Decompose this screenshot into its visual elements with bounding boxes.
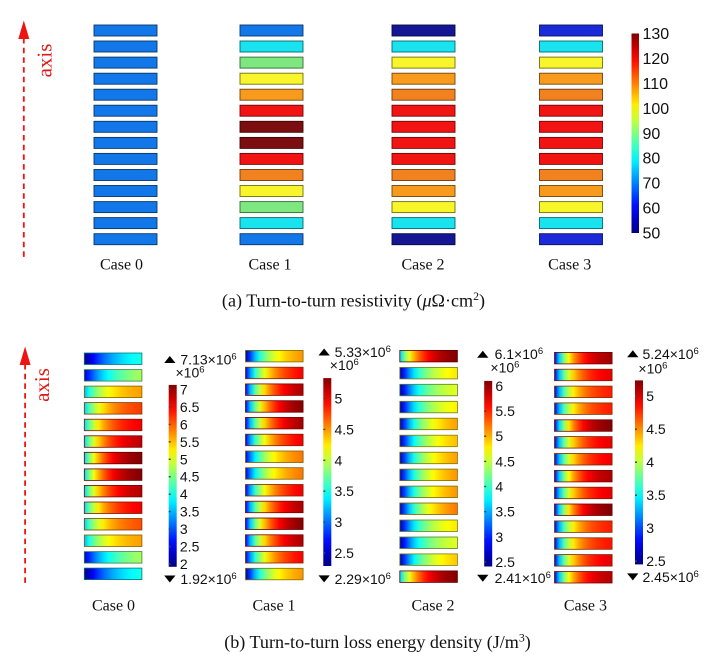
svg-text:110: 110 — [643, 76, 669, 93]
svg-text:4: 4 — [495, 479, 503, 495]
svg-text:×106: ×106 — [176, 364, 205, 380]
svg-text:5: 5 — [495, 428, 503, 444]
svg-text:50: 50 — [643, 226, 661, 243]
svg-text:3.5: 3.5 — [495, 504, 515, 520]
svg-text:3: 3 — [646, 520, 654, 536]
svg-text:Case 2: Case 2 — [401, 257, 444, 274]
svg-text:3: 3 — [495, 529, 503, 545]
svg-text:×106: ×106 — [330, 357, 359, 373]
svg-text:2.5: 2.5 — [180, 539, 200, 555]
svg-text:Case 0: Case 0 — [100, 257, 143, 274]
svg-text:4.5: 4.5 — [335, 421, 355, 437]
svg-text:60: 60 — [643, 201, 661, 218]
svg-text:100: 100 — [643, 101, 670, 118]
svg-text:3.5: 3.5 — [180, 504, 200, 520]
svg-text:(a) Turn-to-turn resistivity (: (a) Turn-to-turn resistivity (μΩ·cm2) — [222, 289, 485, 312]
svg-text:4.5: 4.5 — [495, 453, 515, 469]
svg-text:2.41×106: 2.41×106 — [495, 570, 551, 586]
svg-text:×106: ×106 — [638, 361, 667, 377]
svg-text:axis: axis — [30, 368, 54, 402]
svg-text:3: 3 — [335, 514, 343, 530]
svg-text:2.5: 2.5 — [495, 554, 515, 570]
svg-text:5.5: 5.5 — [180, 434, 200, 450]
svg-text:7: 7 — [180, 381, 188, 397]
svg-text:7.13×106: 7.13×106 — [180, 352, 236, 368]
svg-text:130: 130 — [643, 26, 670, 43]
svg-text:5.24×106: 5.24×106 — [643, 346, 699, 362]
svg-text:90: 90 — [643, 126, 661, 143]
svg-text:Case 3: Case 3 — [548, 257, 591, 274]
svg-text:3: 3 — [180, 521, 188, 537]
svg-text:2.29×106: 2.29×106 — [335, 571, 391, 587]
svg-text:Case 3: Case 3 — [564, 598, 607, 615]
svg-text:4.5: 4.5 — [180, 469, 200, 485]
svg-text:(b) Turn-to-turn loss energy d: (b) Turn-to-turn loss energy density (J/… — [224, 631, 531, 654]
svg-text:2.5: 2.5 — [646, 553, 666, 569]
svg-text:4: 4 — [335, 452, 343, 468]
svg-text:1.92×106: 1.92×106 — [180, 571, 236, 587]
svg-text:×106: ×106 — [490, 360, 519, 376]
svg-text:4: 4 — [180, 486, 188, 502]
svg-text:2.5: 2.5 — [335, 545, 355, 561]
svg-text:Case 0: Case 0 — [92, 598, 135, 615]
svg-text:5: 5 — [335, 391, 343, 407]
svg-text:4.5: 4.5 — [646, 421, 666, 437]
svg-text:2: 2 — [180, 556, 188, 572]
svg-text:5: 5 — [646, 388, 654, 404]
svg-text:2.45×106: 2.45×106 — [643, 569, 699, 585]
svg-text:3.5: 3.5 — [335, 483, 355, 499]
svg-text:6.1×106: 6.1×106 — [495, 346, 544, 362]
svg-text:3.5: 3.5 — [646, 487, 666, 503]
svg-text:80: 80 — [643, 151, 661, 168]
svg-text:Case 1: Case 1 — [248, 257, 291, 274]
svg-text:120: 120 — [643, 51, 670, 68]
svg-text:6.5: 6.5 — [180, 399, 200, 415]
svg-text:axis: axis — [33, 44, 57, 78]
svg-text:5: 5 — [180, 451, 188, 467]
svg-text:4: 4 — [646, 454, 654, 470]
svg-text:Case 1: Case 1 — [252, 598, 295, 615]
svg-text:6: 6 — [180, 416, 188, 432]
svg-text:70: 70 — [643, 176, 661, 193]
svg-text:6: 6 — [495, 378, 503, 394]
svg-text:Case 2: Case 2 — [411, 598, 454, 615]
svg-text:5.33×106: 5.33×106 — [335, 344, 391, 360]
svg-text:5.5: 5.5 — [495, 403, 515, 419]
